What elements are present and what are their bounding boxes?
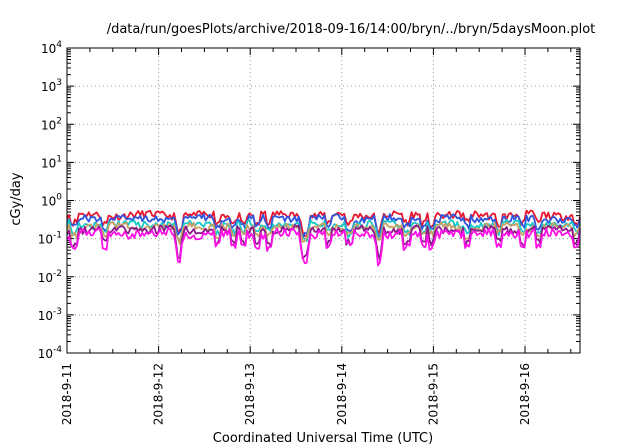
y-tick-label: 10-4 xyxy=(38,345,63,361)
y-tick-label: 10-2 xyxy=(38,269,62,285)
x-axis: 2018-9-11 2018-9-12 2018-9-13 2018-9-14 2018… xyxy=(60,48,572,425)
y-tick-label: 100 xyxy=(41,193,62,209)
grid xyxy=(67,48,580,353)
series-line xyxy=(66,213,581,240)
chart-title: /data/run/goesPlots/archive/2018-09-16/1… xyxy=(107,22,596,37)
y-tick-label: 103 xyxy=(41,78,62,94)
y-tick-label: 104 xyxy=(41,40,62,56)
x-tick-label: 2018-9-15 xyxy=(426,363,440,425)
series-line xyxy=(66,224,581,261)
y-tick-label: 102 xyxy=(41,116,62,132)
x-tick-label: 2018-9-16 xyxy=(518,363,532,425)
y-axis-label: cGy/day xyxy=(9,172,24,226)
x-axis-label: Coordinated Universal Time (UTC) xyxy=(213,431,433,446)
y-tick-label: 101 xyxy=(41,154,62,170)
y-tick-label: 10-1 xyxy=(38,231,62,247)
series-line xyxy=(66,227,581,267)
x-tick-label: 2018-9-11 xyxy=(60,363,74,425)
x-tick-label: 2018-9-14 xyxy=(335,363,349,425)
y-tick-label: 10-3 xyxy=(38,307,62,323)
plot-frame xyxy=(66,47,581,354)
series-line xyxy=(66,209,581,238)
x-tick-label: 2018-9-13 xyxy=(243,363,257,425)
series-group xyxy=(66,209,581,267)
x-tick-label: 2018-9-12 xyxy=(152,363,166,425)
